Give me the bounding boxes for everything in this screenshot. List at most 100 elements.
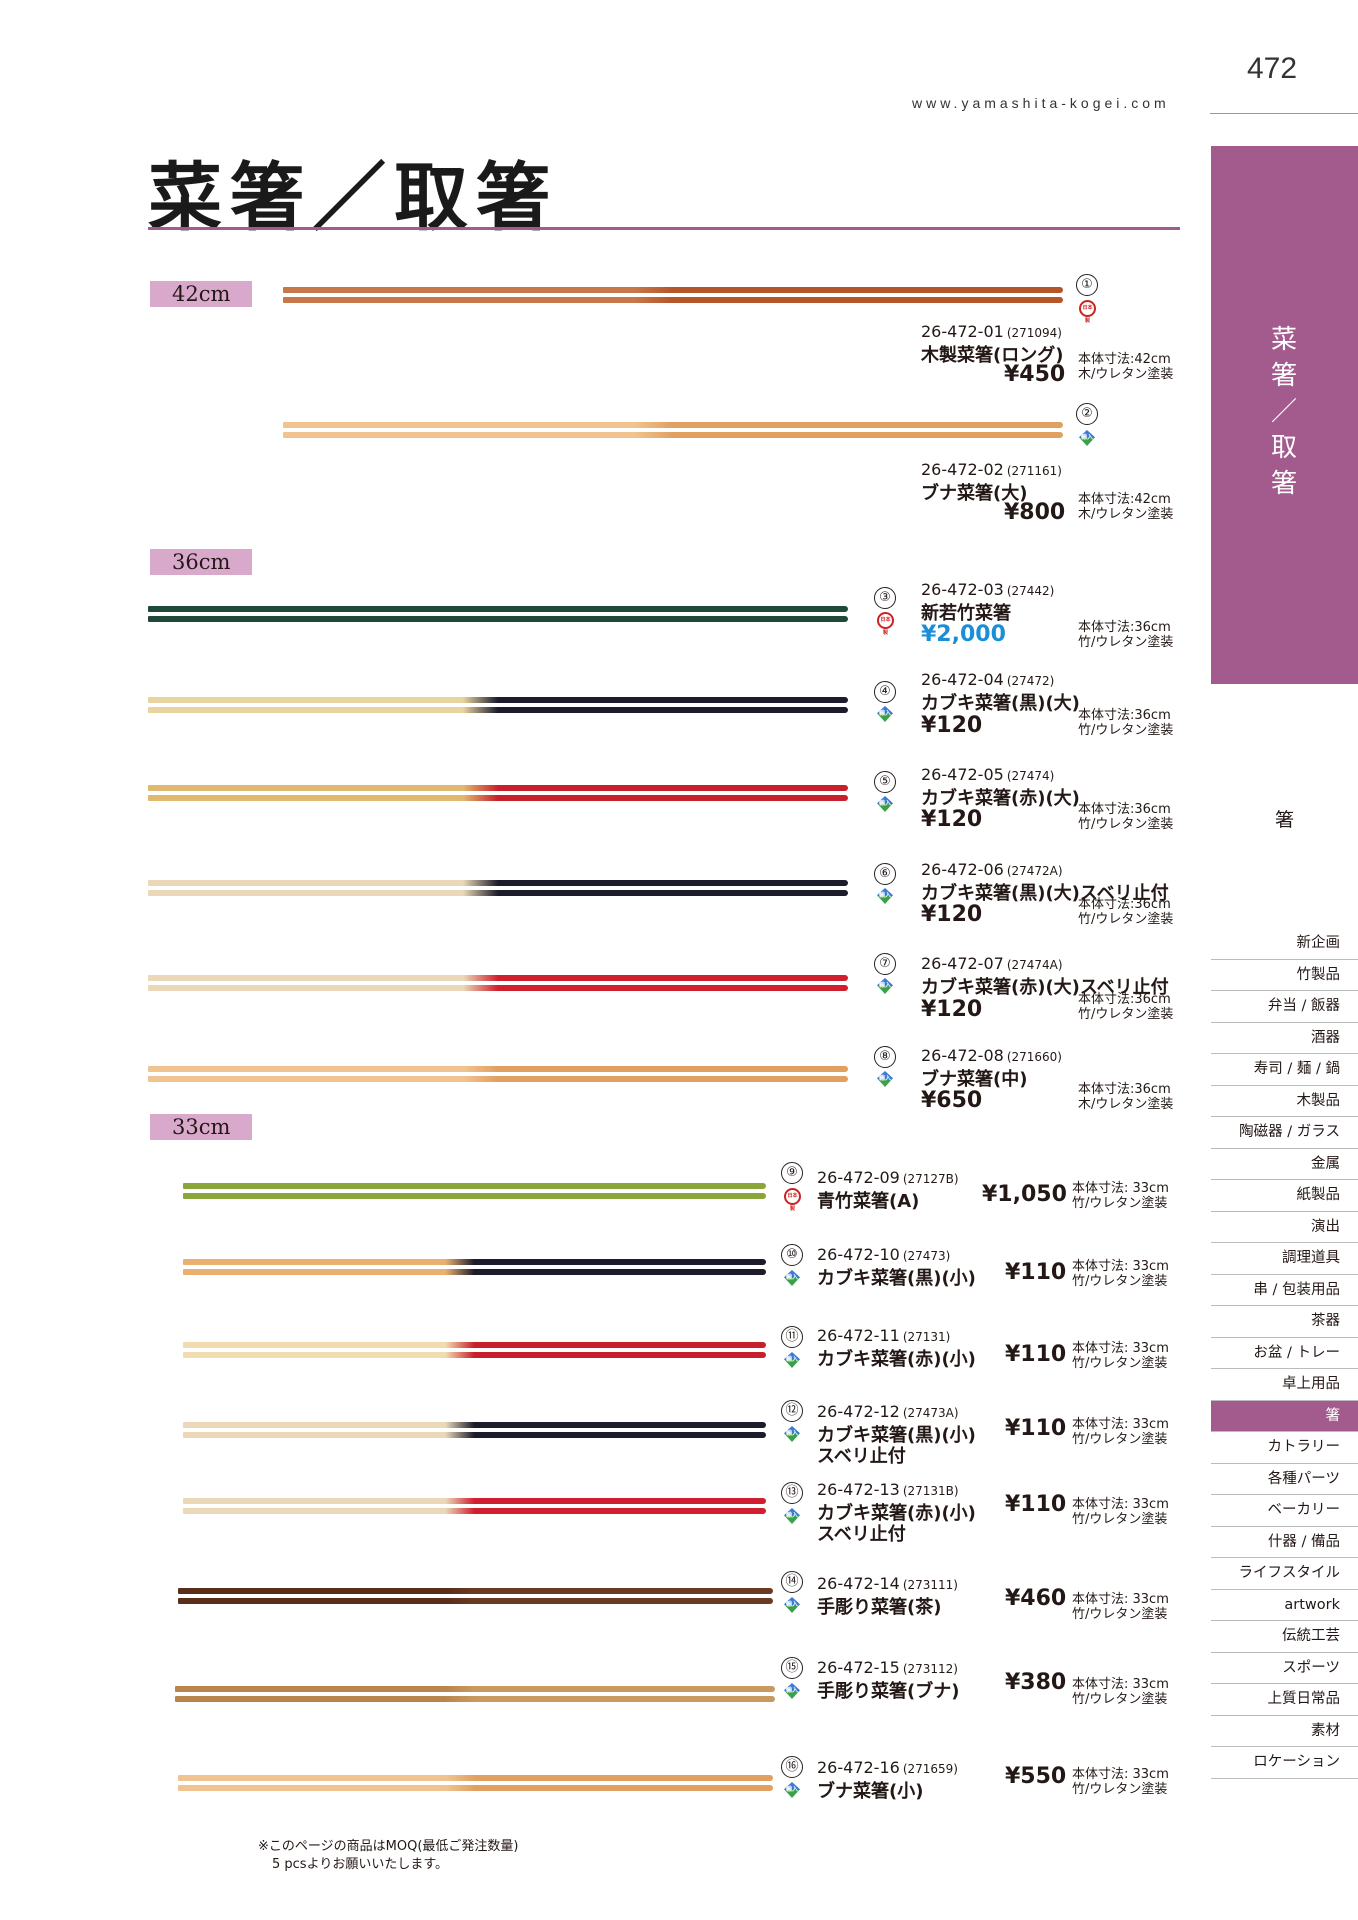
item-number: ⑬: [781, 1482, 803, 1504]
product-size: 本体寸法:42cm: [1078, 352, 1171, 367]
menu-item[interactable]: 上質日常品: [1211, 1684, 1358, 1716]
menu-item[interactable]: 調理道具: [1211, 1243, 1358, 1275]
chopstick[interactable]: [148, 975, 848, 981]
menu-item[interactable]: 演出: [1211, 1212, 1358, 1243]
menu-item[interactable]: 陶磁器 / ガラス: [1211, 1117, 1358, 1149]
chopstick[interactable]: [283, 297, 1063, 303]
product-spec: 本体寸法:36cm 竹/ウレタン塗装: [1078, 620, 1173, 650]
chopstick[interactable]: [183, 1269, 766, 1275]
product-size: 本体寸法: 33cm: [1072, 1181, 1169, 1196]
chopstick[interactable]: [283, 422, 1063, 428]
product-spec: 本体寸法:36cm 竹/ウレタン塗装: [1078, 897, 1173, 927]
category-index-menu: 新企画 竹製品 弁当 / 飯器 酒器 寿司 / 麺 / 鍋木製品 陶磁器 / ガラス 金属紙…: [1211, 928, 1358, 1779]
chopstick[interactable]: [183, 1422, 766, 1428]
chopstick[interactable]: [183, 1193, 766, 1199]
origin-mark-icon: 輸入品: [784, 1426, 800, 1442]
product-name: 木製菜箸(ロング): [921, 345, 1064, 366]
origin-mark-icon: 輸入品: [784, 1508, 800, 1524]
product-price: ¥650: [921, 1088, 983, 1113]
menu-item[interactable]: artwork: [1211, 1590, 1358, 1621]
chopstick[interactable]: [148, 697, 848, 703]
product-code: 26-472-04 (27472): [921, 670, 1054, 689]
product-spec: 本体寸法: 33cm 竹/ウレタン塗装: [1072, 1767, 1169, 1797]
product-size: 本体寸法:36cm: [1078, 897, 1171, 912]
chopstick[interactable]: [148, 707, 848, 713]
product-spec: 本体寸法:42cm 木/ウレタン塗装: [1078, 352, 1173, 382]
chopstick[interactable]: [178, 1785, 773, 1791]
menu-item[interactable]: ロケーション: [1211, 1747, 1358, 1779]
side-category-band: [1211, 146, 1358, 684]
chopstick[interactable]: [148, 1076, 848, 1082]
menu-item[interactable]: 各種パーツ: [1211, 1464, 1358, 1495]
product-code-text: 26-472-07: [921, 954, 1004, 973]
side-title-char: 箸: [1270, 469, 1297, 499]
chopstick[interactable]: [148, 785, 848, 791]
menu-item[interactable]: 素材: [1211, 1716, 1358, 1747]
chopstick[interactable]: [148, 616, 848, 622]
chopstick[interactable]: [148, 606, 848, 612]
menu-item[interactable]: 伝統工芸: [1211, 1621, 1358, 1653]
menu-item[interactable]: 木製品: [1211, 1086, 1358, 1117]
item-number: ⑦: [874, 953, 896, 975]
product-size: 本体寸法:36cm: [1078, 708, 1171, 723]
product-ref-number: (27131B): [902, 1484, 959, 1498]
menu-item[interactable]: 茶器: [1211, 1306, 1358, 1338]
product-material: 竹/ウレタン塗装: [1072, 1196, 1168, 1211]
chopstick[interactable]: [183, 1183, 766, 1189]
menu-item[interactable]: 什器 / 備品: [1211, 1527, 1358, 1558]
product-spec: 本体寸法:36cm 竹/ウレタン塗装: [1078, 992, 1173, 1022]
menu-item[interactable]: 箸: [1211, 1400, 1358, 1432]
website-url[interactable]: www.yamashita-kogei.com: [912, 95, 1170, 111]
product-spec: 本体寸法: 33cm 竹/ウレタン塗装: [1072, 1417, 1169, 1447]
menu-item[interactable]: 新企画: [1211, 928, 1358, 960]
menu-item[interactable]: 弁当 / 飯器: [1211, 991, 1358, 1023]
menu-item[interactable]: ライフスタイル: [1211, 1558, 1358, 1590]
item-number: ⑤: [874, 771, 896, 793]
chopstick[interactable]: [178, 1598, 773, 1604]
chopstick[interactable]: [148, 890, 848, 896]
product-name: カブキ菜箸(黒)(大)スベリ止付: [921, 883, 1169, 904]
chopstick[interactable]: [183, 1432, 766, 1438]
menu-item[interactable]: 串 / 包装用品: [1211, 1275, 1358, 1306]
product-code-text: 26-472-15: [817, 1658, 900, 1677]
menu-item[interactable]: 紙製品: [1211, 1180, 1358, 1212]
chopstick[interactable]: [148, 795, 848, 801]
chopstick[interactable]: [178, 1775, 773, 1781]
chopstick[interactable]: [175, 1696, 775, 1702]
chopstick[interactable]: [283, 432, 1063, 438]
chopstick[interactable]: [183, 1352, 766, 1358]
menu-item[interactable]: カトラリー: [1211, 1432, 1358, 1464]
menu-item[interactable]: お盆 / トレー: [1211, 1338, 1358, 1369]
chopstick[interactable]: [148, 1066, 848, 1072]
item-number: ⑮: [781, 1657, 803, 1679]
product-material: 竹/ウレタン塗装: [1072, 1782, 1168, 1797]
chopstick[interactable]: [183, 1342, 766, 1348]
product-size: 本体寸法: 33cm: [1072, 1592, 1169, 1607]
chopstick[interactable]: [183, 1259, 766, 1265]
chopstick[interactable]: [183, 1508, 766, 1514]
origin-mark-icon: 輸入品: [784, 1683, 800, 1699]
menu-item[interactable]: 金属: [1211, 1149, 1358, 1180]
product-size: 本体寸法:36cm: [1078, 802, 1171, 817]
product-code: 26-472-09 (27127B): [817, 1168, 959, 1187]
item-number: ②: [1076, 403, 1098, 425]
menu-item[interactable]: 竹製品: [1211, 960, 1358, 991]
product-code: 26-472-05 (27474): [921, 765, 1054, 784]
product-price: ¥120: [921, 997, 983, 1022]
chopstick[interactable]: [183, 1498, 766, 1504]
menu-item[interactable]: 卓上用品: [1211, 1369, 1358, 1401]
product-price: ¥550: [1005, 1764, 1067, 1789]
menu-item[interactable]: 寿司 / 麺 / 鍋: [1211, 1054, 1358, 1086]
menu-item[interactable]: ベーカリー: [1211, 1495, 1358, 1527]
chopstick[interactable]: [178, 1588, 773, 1594]
chopstick[interactable]: [175, 1686, 775, 1692]
item-number: ⑭: [781, 1571, 803, 1593]
item-number: ③: [874, 587, 896, 609]
menu-item[interactable]: 酒器: [1211, 1023, 1358, 1054]
menu-item[interactable]: スポーツ: [1211, 1653, 1358, 1684]
product-ref-number: (271094): [1006, 326, 1062, 340]
chopstick[interactable]: [283, 287, 1063, 293]
chopstick[interactable]: [148, 985, 848, 991]
item-number: ⑧: [874, 1046, 896, 1068]
chopstick[interactable]: [148, 880, 848, 886]
